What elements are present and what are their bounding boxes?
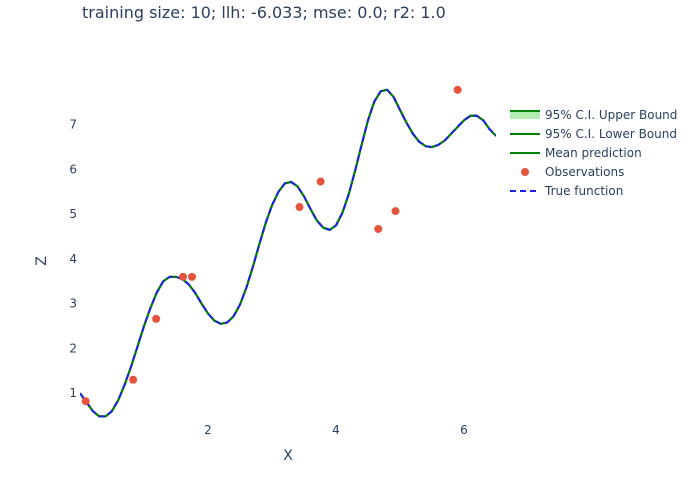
x-axis-ticks: 2 4 6: [204, 423, 468, 437]
legend-label: 95% C.I. Upper Bound: [545, 108, 677, 122]
observation-point-0: [81, 397, 90, 406]
y-tick-label: 7: [69, 118, 77, 132]
y-axis-title: Z: [34, 256, 50, 266]
x-tick-label: 4: [332, 423, 340, 437]
y-tick-label: 6: [69, 162, 77, 176]
confidence-band: [80, 89, 496, 417]
observation-point-3: [179, 272, 188, 281]
series-line-2: [80, 88, 496, 418]
plot-series-group: [80, 85, 496, 418]
plot-area: [80, 85, 496, 418]
observation-point-4: [188, 272, 196, 281]
legend-label: Mean prediction: [545, 146, 642, 160]
chart-title: training size: 10; llh: -6.033; mse: 0.0…: [82, 3, 446, 22]
legend-swatch-dot: [521, 168, 529, 176]
x-axis-title: X: [283, 448, 293, 464]
legend-label: Observations: [545, 165, 624, 179]
observation-point-1: [129, 375, 138, 384]
series-line-1: [80, 88, 496, 418]
observation-point-8: [391, 207, 400, 216]
legend-label: True function: [544, 184, 623, 198]
legend-label: 95% C.I. Lower Bound: [545, 127, 677, 141]
observation-point-9: [453, 85, 462, 94]
y-tick-label: 3: [69, 297, 77, 311]
legend-swatch-band: [510, 111, 540, 119]
y-tick-label: 5: [69, 207, 77, 221]
y-tick-label: 2: [69, 341, 77, 355]
y-tick-label: 4: [69, 252, 77, 266]
x-tick-label: 6: [460, 423, 468, 437]
observation-point-6: [316, 177, 325, 186]
observation-point-2: [152, 314, 161, 323]
legend: 95% C.I. Upper Bound 95% C.I. Lower Bound…: [510, 108, 677, 198]
y-axis-ticks: 1 2 3 4 5 6 7: [69, 118, 77, 400]
y-tick-label: 1: [69, 386, 77, 400]
observation-point-7: [374, 224, 383, 233]
x-tick-label: 2: [204, 423, 212, 437]
series-line-3: [80, 88, 496, 418]
observation-point-5: [295, 203, 304, 212]
series-line-0: [80, 88, 496, 418]
